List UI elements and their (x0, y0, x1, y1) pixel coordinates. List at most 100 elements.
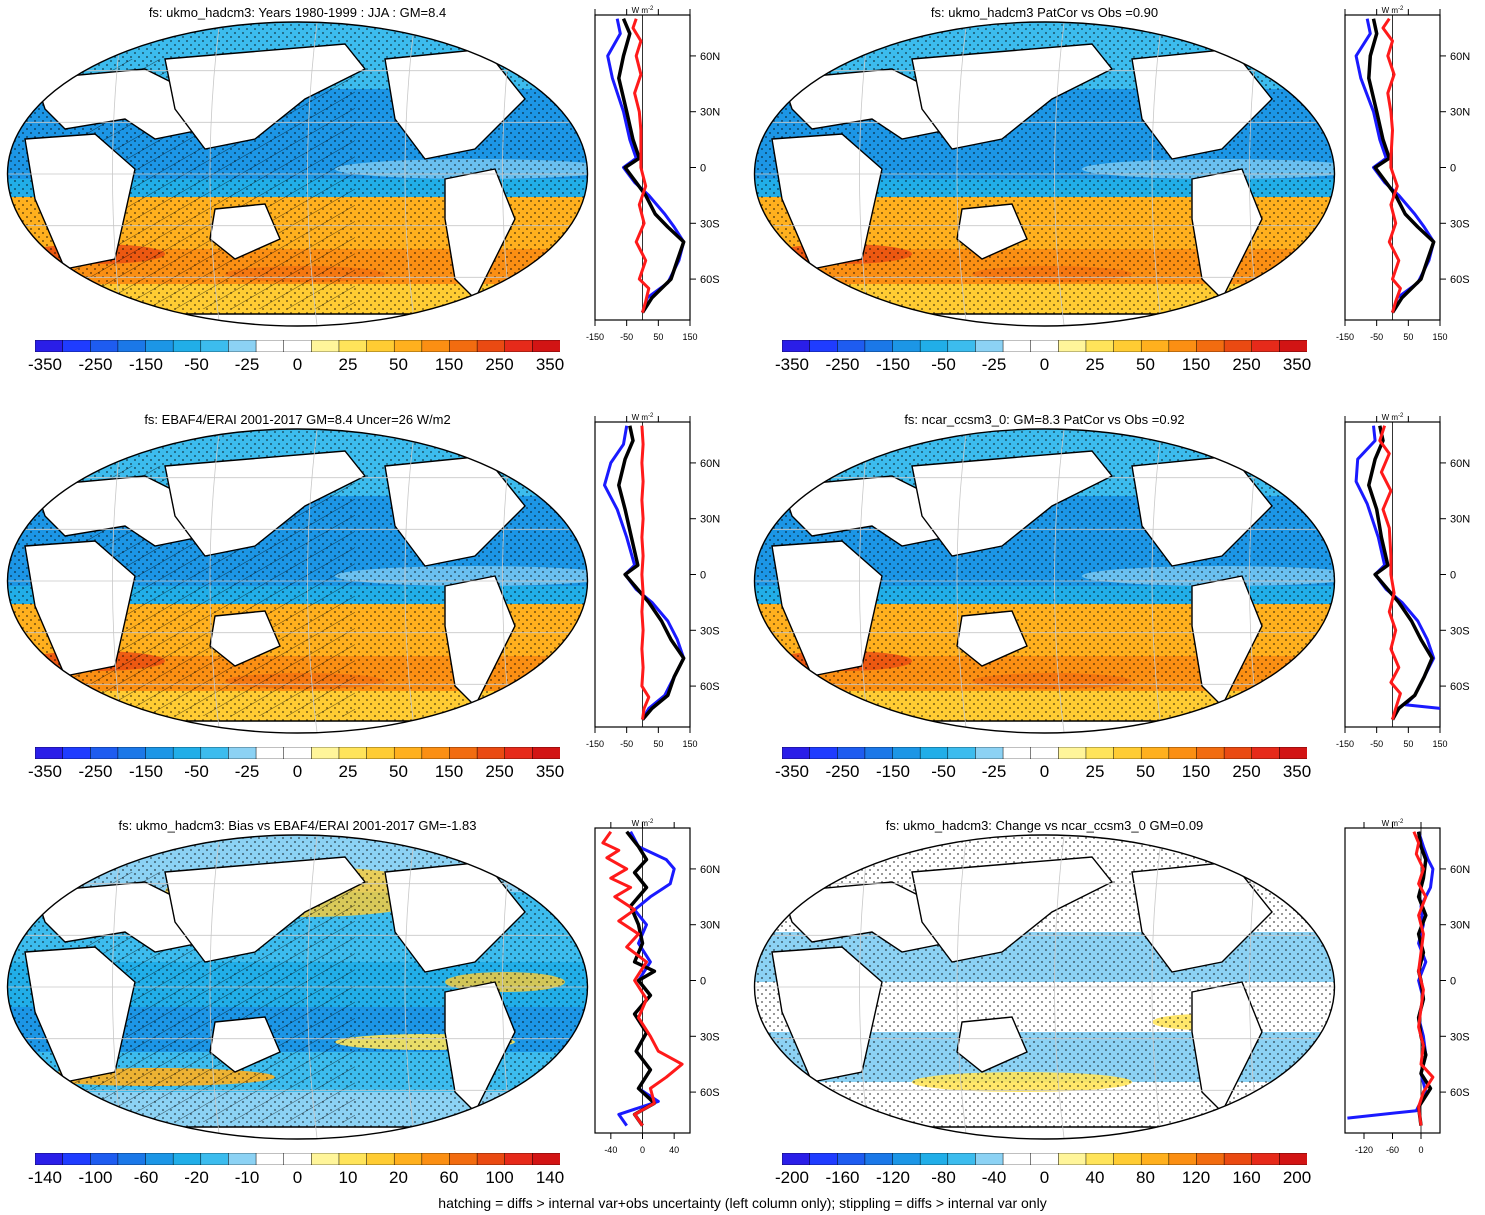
colorbar-label: 50 (1136, 355, 1155, 374)
colorbar-label: 80 (1136, 1168, 1155, 1187)
colorbar-label: 100 (485, 1168, 514, 1187)
lat-tick-label: 30N (700, 920, 720, 932)
panel-title: fs: ukmo_hadcm3 PatCor vs Obs =0.90 (930, 5, 1159, 20)
profile-line (1378, 425, 1402, 721)
colorbar-label: -25 (234, 762, 260, 781)
profile-line (617, 830, 676, 1127)
profile-line (617, 18, 686, 314)
profile-line (603, 425, 686, 721)
lat-tick-label: 0 (1450, 163, 1456, 175)
colorbar-label: 200 (1282, 1168, 1312, 1187)
colorbar-label: -80 (931, 1168, 956, 1187)
colorbar-label: 350 (1282, 355, 1312, 374)
lat-tick-label: 60N (700, 51, 720, 63)
colorbar-label: 0 (292, 762, 303, 781)
x-tick-label: -60 (1386, 1145, 1399, 1155)
colorbar (35, 747, 560, 759)
profile-line (640, 425, 651, 720)
x-tick-label: -40 (604, 1145, 617, 1155)
colorbar-label: 60 (439, 1168, 459, 1187)
lat-tick-label: 60S (700, 274, 720, 286)
x-tick-label: -150 (1336, 739, 1354, 749)
colorbar (782, 340, 1307, 352)
x-tick-label: 150 (682, 739, 697, 749)
profile-unit: W m-2 (632, 6, 654, 15)
lat-tick-label: 30N (1450, 920, 1470, 932)
x-tick-label: -50 (620, 739, 633, 749)
colorbar-label: -20 (184, 1168, 209, 1187)
profile-unit: W m-2 (1382, 413, 1404, 422)
colorbar-label: -10 (234, 1168, 260, 1187)
colorbar-label: -250 (825, 355, 860, 374)
x-tick-label: 150 (1432, 332, 1447, 342)
profile-line (625, 830, 657, 1127)
x-tick-label: 0 (1418, 1145, 1423, 1155)
lat-tick-label: 30S (1450, 218, 1470, 230)
profile-line (617, 425, 686, 721)
colorbar-label: 250 (1232, 762, 1261, 781)
colorbar-label: 0 (292, 355, 303, 374)
map-plot (753, 21, 1336, 327)
panel-title: fs: ukmo_hadcm3: Change vs ncar_ccsm3_0 … (885, 818, 1204, 833)
lat-tick-label: 0 (700, 570, 706, 582)
profile-unit: W m-2 (1382, 6, 1404, 15)
panel-title: fs: ukmo_hadcm3: Years 1980-1999 : JJA :… (148, 5, 447, 20)
zonal-mean-profile: W m-2 60N 30N 0 30S 60S -150 -50 50 150 (586, 413, 720, 749)
profile-line (1367, 18, 1436, 314)
lat-tick-label: 30N (1450, 107, 1470, 119)
colorbar (35, 340, 560, 352)
lat-tick-label: 0 (700, 163, 706, 175)
lat-tick-label: 0 (700, 976, 706, 988)
colorbar-label: 250 (485, 762, 514, 781)
colorbar-label: -150 (128, 355, 164, 374)
colorbar-label: -50 (184, 762, 209, 781)
profile-unit: W m-2 (1382, 819, 1404, 828)
lat-tick-label: 60N (700, 458, 720, 470)
lat-tick-label: 30S (700, 625, 720, 637)
lat-tick-label: 30S (1450, 625, 1470, 637)
colorbar-label: -60 (133, 1168, 159, 1187)
colorbar-label: 150 (434, 762, 464, 781)
lat-tick-label: 60S (1450, 1087, 1470, 1099)
x-tick-label: -50 (620, 332, 633, 342)
zonal-mean-profile: W m-2 60N 30N 0 30S 60S -150 -50 50 150 (1336, 413, 1470, 749)
colorbar-label: 0 (1039, 1168, 1050, 1187)
colorbar-labels: -200 -160 -120 -80 -40 0 40 80 120 160 200 (775, 1168, 1311, 1188)
colorbar-label: -25 (234, 355, 260, 374)
colorbar-label: -120 (875, 1168, 911, 1187)
lat-tick-label: 60S (700, 681, 720, 693)
lat-tick-label: 30N (700, 514, 720, 526)
colorbar-label: 150 (1181, 355, 1211, 374)
colorbar-label: -350 (774, 762, 810, 781)
colorbar-labels: -350 -250 -150 -50 -25 0 25 50 150 250 350 (28, 355, 564, 375)
colorbar-labels: -140 -100 -60 -20 -10 0 10 20 60 100 140 (28, 1168, 564, 1188)
lat-tick-label: 30S (700, 1031, 720, 1043)
colorbar-label: 10 (338, 1168, 358, 1187)
colorbar-label: 25 (1085, 355, 1105, 374)
colorbar-label: 25 (338, 762, 358, 781)
colorbar-label: -350 (774, 355, 810, 374)
colorbar-label: 150 (434, 355, 464, 374)
profile-line (1381, 17, 1402, 314)
colorbar-labels: -350 -250 -150 -50 -25 0 25 50 150 250 350 (28, 762, 564, 782)
x-tick-label: 50 (1403, 332, 1413, 342)
colorbar-label: -150 (875, 355, 911, 374)
map-plot (6, 428, 589, 734)
x-tick-label: -150 (586, 332, 604, 342)
zonal-mean-profile: W m-2 60N 30N 0 30S 60S -40 0 40 (594, 819, 720, 1155)
colorbar-label: 50 (389, 762, 408, 781)
x-tick-label: -120 (1355, 1145, 1373, 1155)
lat-tick-label: 0 (1450, 976, 1456, 988)
colorbar (35, 1153, 560, 1165)
colorbar-label: -200 (774, 1168, 810, 1187)
colorbar-label: 25 (1085, 762, 1105, 781)
x-tick-label: 150 (1432, 739, 1447, 749)
colorbar-label: -250 (78, 355, 113, 374)
lat-tick-label: 30S (1450, 1031, 1470, 1043)
profile-line (1367, 425, 1434, 721)
lat-tick-label: 60N (1450, 864, 1470, 876)
lat-tick-label: 30N (1450, 514, 1470, 526)
colorbar-label: -25 (981, 762, 1007, 781)
colorbar-label: 350 (1282, 762, 1312, 781)
colorbar-label: -50 (931, 762, 956, 781)
